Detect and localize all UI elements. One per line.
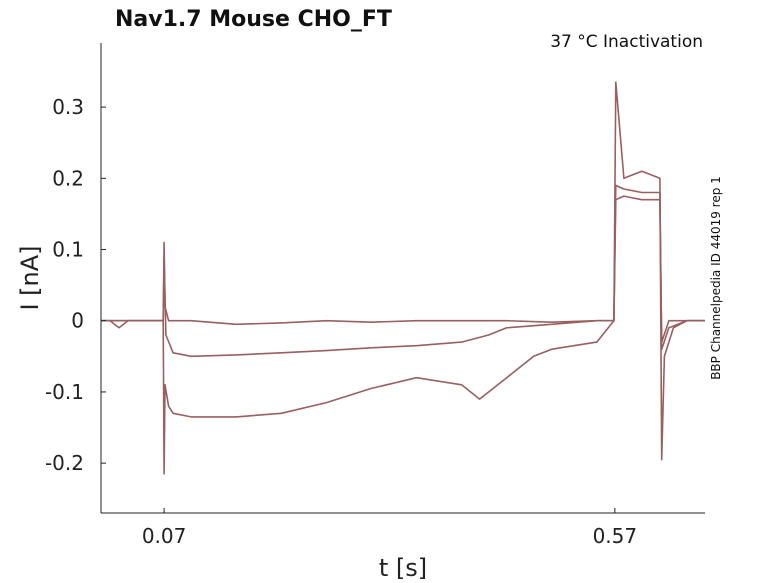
y-axis-label: I [nA] bbox=[16, 245, 44, 310]
x-tick-label: 0.07 bbox=[142, 524, 187, 548]
y-tick-label: 0.2 bbox=[52, 166, 84, 190]
chart-annotation: 37 °C Inactivation bbox=[550, 32, 703, 52]
x-tick-label: 0.57 bbox=[593, 524, 638, 548]
series-line-trace-deep bbox=[101, 81, 705, 475]
x-axis-label: t [s] bbox=[379, 554, 427, 582]
y-tick-label: 0.3 bbox=[52, 95, 84, 119]
series-line-trace-mid bbox=[101, 184, 705, 358]
y-tick-label: -0.2 bbox=[45, 451, 84, 475]
side-label: BBP Channelpedia ID 44019 rep 1 bbox=[709, 176, 723, 380]
y-tick-label: 0 bbox=[71, 309, 84, 333]
plot-area: -0.2 -0.1 0 0.1 0.2 0.3 0.07 0.57 bbox=[45, 43, 705, 548]
y-ticks: -0.2 -0.1 0 0.1 0.2 0.3 bbox=[45, 95, 106, 475]
x-ticks: 0.07 0.57 bbox=[142, 508, 637, 548]
y-tick-label: 0.1 bbox=[52, 238, 84, 262]
series-layer bbox=[101, 81, 705, 475]
chart-title: Nav1.7 Mouse CHO_FT bbox=[115, 7, 392, 32]
y-tick-label: -0.1 bbox=[45, 380, 84, 404]
